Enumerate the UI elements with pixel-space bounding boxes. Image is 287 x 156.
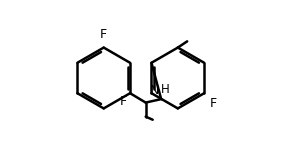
Text: F: F <box>119 95 127 108</box>
Text: F: F <box>100 28 107 41</box>
Text: N: N <box>150 84 159 97</box>
Text: H: H <box>160 83 169 95</box>
Text: F: F <box>210 97 217 110</box>
